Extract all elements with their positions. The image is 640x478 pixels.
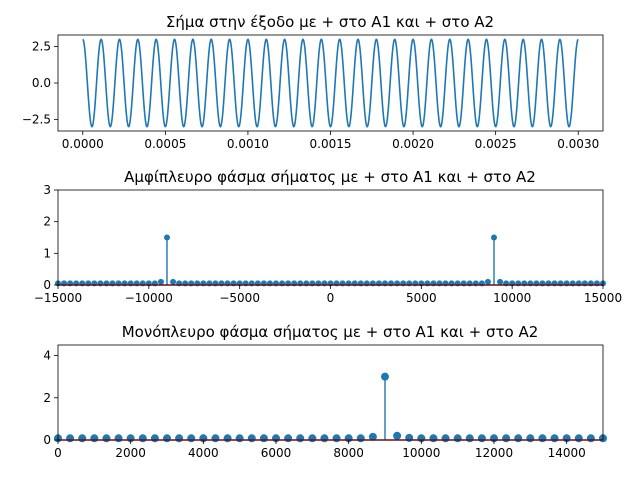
- two-sided-spectrum-y-ticks: 0 1 2 3: [43, 183, 58, 292]
- y-tick-label: 2: [43, 391, 51, 405]
- two-sided-spectrum-x-ticks: −15000 −10000 −5000 0 5000 10000 15000: [34, 285, 622, 305]
- stem-marker: [66, 434, 75, 443]
- y-tick-label: 3: [43, 183, 51, 197]
- x-tick-label: 0.0030: [557, 137, 599, 151]
- x-tick-label: 6000: [261, 446, 292, 460]
- stem-marker: [223, 434, 232, 443]
- stem-marker: [453, 434, 462, 443]
- one-sided-spectrum-title: Μονόπλευρο φάσμα σήματος με + στο A1 και…: [122, 323, 539, 341]
- stem-marker: [514, 434, 523, 443]
- stem-marker: [175, 434, 184, 443]
- stem-marker: [320, 434, 329, 443]
- x-tick-label: 0: [327, 291, 335, 305]
- one-sided-spectrum-x-ticks: 0 2000 4000 6000 8000 10000 12000 14000: [54, 440, 586, 460]
- signal-y-ticks: −2.5 0.0 2.5: [22, 40, 58, 126]
- stem-marker: [114, 434, 123, 443]
- stem-marker: [308, 434, 317, 443]
- stem-marker: [356, 434, 365, 443]
- stem-marker: [538, 434, 547, 443]
- stem-marker: [490, 234, 497, 241]
- stem-marker: [150, 434, 159, 443]
- signal-marks: [82, 38, 579, 128]
- one-sided-spectrum-axes-frame: [57, 344, 604, 441]
- two-sided-spectrum-panel: Αμφίπλευρο φάσμα σήματος με + στο A1 και…: [34, 168, 622, 305]
- y-tick-label: 1: [43, 246, 51, 260]
- x-tick-label: 14000: [548, 446, 586, 460]
- x-tick-label: −5000: [219, 291, 260, 305]
- stem-marker: [368, 432, 377, 441]
- signal-line: [82, 38, 579, 128]
- x-tick-label: 0.0020: [392, 137, 434, 151]
- x-tick-label: 12000: [475, 446, 513, 460]
- x-tick-label: 2000: [115, 446, 146, 460]
- one-sided-spectrum-panel: Μονόπλευρο φάσμα σήματος με + στο A1 και…: [43, 323, 607, 460]
- y-tick-label: 0: [43, 278, 51, 292]
- stem-marker: [332, 434, 341, 443]
- stem-marker: [465, 434, 474, 443]
- y-tick-label: 0: [43, 433, 51, 447]
- stem-marker: [550, 434, 559, 443]
- stem-marker: [477, 434, 486, 443]
- stem-marker: [393, 431, 402, 440]
- stem-marker: [429, 434, 438, 443]
- x-tick-label: 10000: [402, 446, 440, 460]
- x-tick-label: 15000: [584, 291, 622, 305]
- stem-marker: [284, 434, 293, 443]
- stem-marker: [259, 434, 268, 443]
- y-tick-label: 0.0: [32, 76, 51, 90]
- one-sided-spectrum-y-ticks: 0 2 4: [43, 349, 58, 447]
- x-tick-label: −15000: [34, 291, 82, 305]
- x-tick-label: 0.0000: [62, 137, 104, 151]
- stem-marker: [502, 434, 511, 443]
- stem-marker: [187, 434, 196, 443]
- stem-marker: [497, 278, 504, 285]
- y-tick-label: −2.5: [22, 112, 51, 126]
- stem-marker: [164, 234, 171, 241]
- two-sided-spectrum-title: Αμφίπλευρο φάσμα σήματος με + στο A1 και…: [124, 168, 536, 186]
- signal-panel-title: Σήμα στην έξοδο με + στο A1 και + στο A2: [166, 13, 494, 31]
- y-tick-label: 2: [43, 215, 51, 229]
- y-tick-label: 2.5: [32, 40, 51, 54]
- stem-marker: [574, 434, 583, 443]
- stem-marker: [235, 434, 244, 443]
- stem-marker: [586, 434, 595, 443]
- stem-marker: [162, 434, 171, 443]
- x-tick-label: −10000: [125, 291, 173, 305]
- x-tick-label: 0: [54, 446, 62, 460]
- x-tick-label: 8000: [333, 446, 364, 460]
- stem-marker: [380, 372, 389, 381]
- signal-x-ticks: 0.0000 0.0005 0.0010 0.0015 0.0020 0.0025 0.00…: [62, 131, 599, 151]
- x-tick-label: 0.0015: [310, 137, 352, 151]
- x-tick-label: 4000: [188, 446, 219, 460]
- stem-marker: [441, 434, 450, 443]
- stem-marker: [170, 278, 177, 285]
- x-tick-label: 0.0010: [227, 137, 269, 151]
- stem-marker: [102, 434, 111, 443]
- stem-marker: [211, 434, 220, 443]
- x-tick-label: 0.0025: [475, 137, 517, 151]
- x-tick-label: 0.0005: [144, 137, 186, 151]
- stem-marker: [247, 434, 256, 443]
- signal-panel: Σήμα στην έξοδο με + στο A1 και + στο A2…: [22, 13, 604, 151]
- x-tick-label: 5000: [406, 291, 437, 305]
- stem-marker: [157, 278, 164, 285]
- stem-marker: [138, 434, 147, 443]
- y-tick-label: 4: [43, 349, 51, 363]
- stem-marker: [296, 434, 305, 443]
- stem-marker: [484, 278, 491, 285]
- x-tick-label: 10000: [493, 291, 531, 305]
- stem-marker: [78, 434, 87, 443]
- stem-marker: [526, 434, 535, 443]
- stem-marker: [90, 434, 99, 443]
